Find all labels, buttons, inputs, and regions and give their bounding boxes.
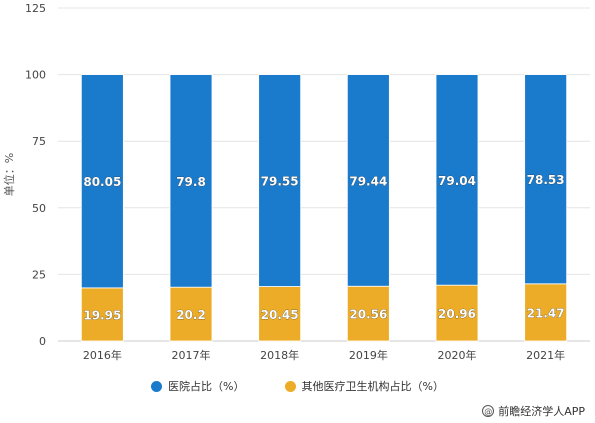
bars: 19.95 80.05 20.2 79.8 20.45 79.55 20.56 79.44 20…: [80, 74, 568, 342]
legend-marker-other: [284, 380, 296, 392]
bar-segment-hospital[interactable]: [80, 74, 124, 289]
legend: 医院占比（%） 其他医疗卫生机构占比（%）: [0, 377, 595, 395]
data-label: 20.96: [438, 307, 476, 321]
bar-segment-other[interactable]: [258, 286, 302, 342]
y-axis: 0 25 50 75 100 125: [25, 2, 46, 348]
data-label: 19.95: [83, 308, 121, 322]
data-label: 80.05: [83, 175, 121, 189]
y-tick-label: 125: [25, 2, 46, 15]
bar-segment-hospital[interactable]: [346, 74, 390, 287]
bar-segment-hospital[interactable]: [435, 74, 479, 286]
bar-segment-hospital[interactable]: [169, 74, 213, 288]
legend-label-other: 其他医疗卫生机构占比（%）: [301, 380, 444, 393]
bar-segment-other[interactable]: [169, 286, 213, 342]
data-label: 79.55: [261, 175, 299, 189]
y-axis-title: 单位：%: [2, 153, 16, 196]
y-tick-label: 100: [25, 69, 46, 82]
legend-item-other[interactable]: 其他医疗卫生机构占比（%）: [284, 378, 444, 394]
legend-marker-hospital: [151, 380, 163, 392]
x-tick-label: 2017年: [172, 348, 211, 362]
data-label: 78.53: [527, 173, 565, 187]
x-tick-label: 2018年: [260, 348, 299, 362]
bar-segment-other[interactable]: [80, 287, 124, 342]
legend-label-hospital: 医院占比（%）: [168, 380, 245, 393]
bar-segment-hospital[interactable]: [258, 74, 302, 287]
bar-segment-other[interactable]: [524, 283, 568, 342]
data-label: 20.2: [176, 308, 206, 322]
data-label: 20.45: [261, 308, 299, 322]
legend-item-hospital[interactable]: 医院占比（%）: [151, 378, 245, 394]
y-tick-label: 0: [39, 335, 46, 348]
data-label: 79.8: [176, 175, 206, 189]
source-text: 前瞻经济学人APP: [498, 405, 585, 418]
data-label: 79.04: [438, 174, 476, 188]
y-tick-label: 25: [32, 268, 46, 281]
at-sign-icon: @: [482, 405, 495, 417]
x-tick-label: 2016年: [83, 348, 122, 362]
source-credit: @ 前瞻经济学人APP: [482, 403, 585, 419]
x-axis: 2016年 2017年 2018年 2019年 2020年 2021年: [83, 348, 565, 362]
x-tick-label: 2019年: [349, 348, 388, 362]
bar-segment-other[interactable]: [346, 285, 390, 342]
y-tick-label: 75: [32, 135, 46, 148]
y-tick-label: 50: [32, 202, 46, 215]
data-label: 20.56: [349, 308, 387, 322]
bar-segment-hospital[interactable]: [524, 74, 568, 285]
x-tick-label: 2020年: [438, 348, 477, 362]
x-tick-label: 2021年: [526, 348, 565, 362]
data-label: 79.44: [349, 174, 387, 188]
grid-lines: [58, 7, 590, 342]
data-label: 21.47: [527, 306, 565, 320]
